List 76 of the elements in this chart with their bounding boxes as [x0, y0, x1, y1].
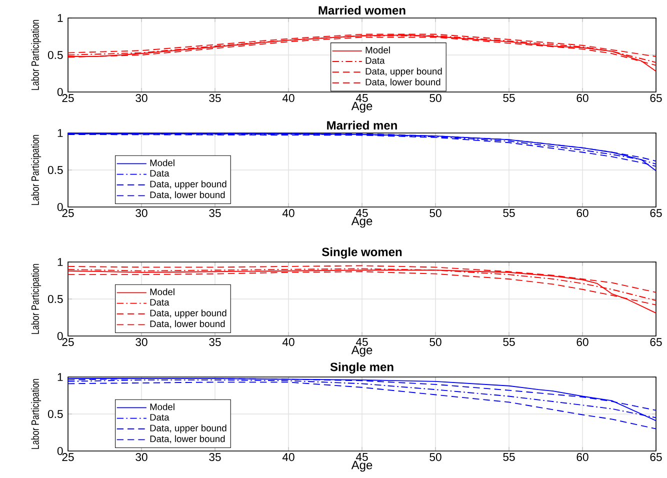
x-tick-label: 35	[209, 94, 221, 102]
x-tick-label: 40	[282, 209, 294, 218]
x-tick-label: 35	[209, 338, 221, 346]
x-tick-label: 60	[576, 453, 588, 462]
y-axis-title: Labor Participation	[31, 379, 42, 449]
x-tick-label: 60	[576, 94, 588, 102]
y-tick-label: 1	[58, 258, 63, 266]
legend-label: Data, upper bound	[150, 310, 226, 318]
x-axis-title: Age	[351, 216, 372, 228]
x-tick-label: 25	[62, 209, 74, 218]
legend-label: Data	[366, 57, 385, 64]
x-tick-label: 55	[503, 338, 515, 346]
legend-label: Data, upper bound	[366, 68, 442, 76]
y-tick-label: 0	[57, 447, 63, 456]
y-axis-title: Labor Participation	[31, 20, 42, 90]
legend-label: Data, upper bound	[150, 424, 226, 434]
x-tick-label: 65	[650, 94, 662, 102]
x-tick-label: 45	[356, 338, 368, 346]
x-tick-label: 30	[136, 94, 148, 102]
x-tick-label: 45	[356, 209, 368, 217]
x-tick-label: 50	[430, 338, 442, 346]
y-axis-title: Labor Participation	[31, 264, 42, 334]
legend-label: Model	[150, 403, 174, 410]
x-tick-label: 55	[503, 453, 515, 461]
x-tick-label: 60	[576, 209, 588, 218]
y-axis-title: Labor Participation	[31, 135, 42, 205]
chart-title: Married women	[318, 6, 406, 15]
x-tick-label: 25	[62, 338, 74, 346]
chart-title: Single women	[322, 247, 402, 259]
x-tick-label: 50	[430, 209, 442, 218]
legend-label: Data, lower bound	[366, 78, 440, 86]
x-tick-label: 30	[136, 453, 148, 462]
legend-label: Model	[366, 46, 390, 54]
x-tick-label: 55	[503, 209, 515, 217]
x-tick-label: 30	[136, 338, 148, 346]
legend-label: Data, lower bound	[150, 191, 225, 200]
legend-label: Data	[150, 414, 170, 421]
x-tick-label: 25	[62, 453, 74, 462]
x-tick-label: 45	[356, 453, 368, 461]
x-tick-label: 30	[136, 209, 148, 218]
x-tick-label: 50	[430, 453, 442, 462]
chart-title: Single men	[330, 362, 394, 374]
x-tick-label: 65	[650, 338, 662, 346]
x-axis-title: Age	[351, 346, 372, 357]
x-tick-label: 25	[62, 94, 74, 102]
x-tick-label: 35	[209, 209, 221, 218]
y-tick-label: 0.5	[48, 166, 63, 174]
y-tick-label: 0	[57, 332, 63, 340]
x-axis-title: Age	[351, 102, 372, 113]
y-tick-label: 0.5	[48, 410, 63, 418]
x-tick-label: 40	[282, 94, 294, 102]
y-tick-label: 1	[58, 14, 63, 22]
y-tick-label: 1	[58, 373, 63, 381]
chart-title: Married men	[327, 120, 397, 130]
y-tick-label: 0	[57, 88, 63, 96]
x-axis-title: Age	[351, 460, 372, 472]
y-tick-label: 1	[58, 129, 63, 137]
legend-label: Data, upper bound	[150, 180, 226, 190]
x-tick-label: 65	[650, 209, 662, 218]
legend-label: Data	[150, 299, 170, 306]
x-tick-label: 55	[503, 94, 515, 102]
x-tick-label: 40	[282, 338, 294, 346]
x-tick-label: 60	[576, 338, 588, 346]
x-tick-label: 45	[356, 94, 368, 102]
legend-label: Model	[150, 288, 174, 296]
legend-label: Data, lower bound	[150, 435, 225, 444]
legend-label: Data	[150, 170, 170, 177]
x-tick-label: 35	[209, 453, 221, 462]
x-tick-label: 40	[282, 453, 294, 462]
y-tick-label: 0.5	[48, 295, 63, 304]
legend-label: Model	[150, 159, 174, 166]
y-tick-label: 0.5	[48, 50, 63, 60]
x-tick-label: 65	[650, 453, 662, 462]
legend-label: Data, lower bound	[150, 320, 225, 328]
y-tick-label: 0	[57, 203, 63, 212]
x-tick-label: 50	[430, 94, 442, 102]
